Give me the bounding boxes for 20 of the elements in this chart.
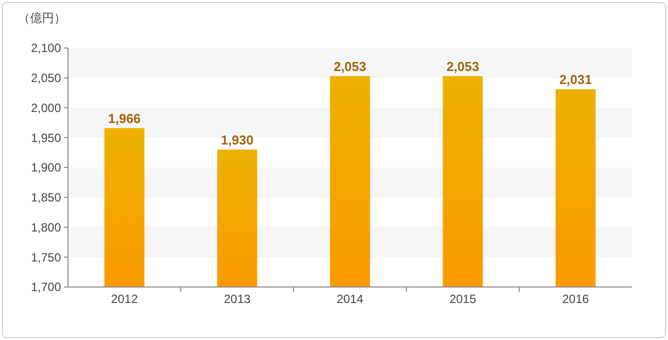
x-tick-label: 2014: [336, 292, 364, 306]
y-tick-label: 1,900: [30, 160, 62, 175]
x-tick-label: 2016: [562, 292, 590, 306]
y-tick-label: 1,950: [30, 130, 62, 145]
y-tick-label: 1,750: [30, 250, 62, 264]
y-axis-title: （億円）: [18, 11, 66, 25]
y-tick-label: 1,800: [30, 220, 62, 234]
y-tick-label: 1,850: [30, 190, 62, 205]
data-label: 2,031: [559, 72, 592, 88]
y-tick-label: 2,050: [30, 71, 62, 86]
y-tick-label: 2,000: [30, 100, 62, 115]
y-tick-label: 2,100: [30, 41, 62, 56]
data-label: 2,053: [446, 59, 480, 74]
x-tick-label: 2015: [449, 292, 476, 306]
y-tick-label: 1,700: [30, 280, 62, 294]
x-tick-label: 2012: [111, 292, 138, 306]
data-label: 1,930: [220, 132, 254, 148]
data-label: 1,966: [108, 111, 141, 126]
x-tick-label: 2013: [224, 292, 251, 306]
data-label: 2,053: [334, 59, 366, 74]
